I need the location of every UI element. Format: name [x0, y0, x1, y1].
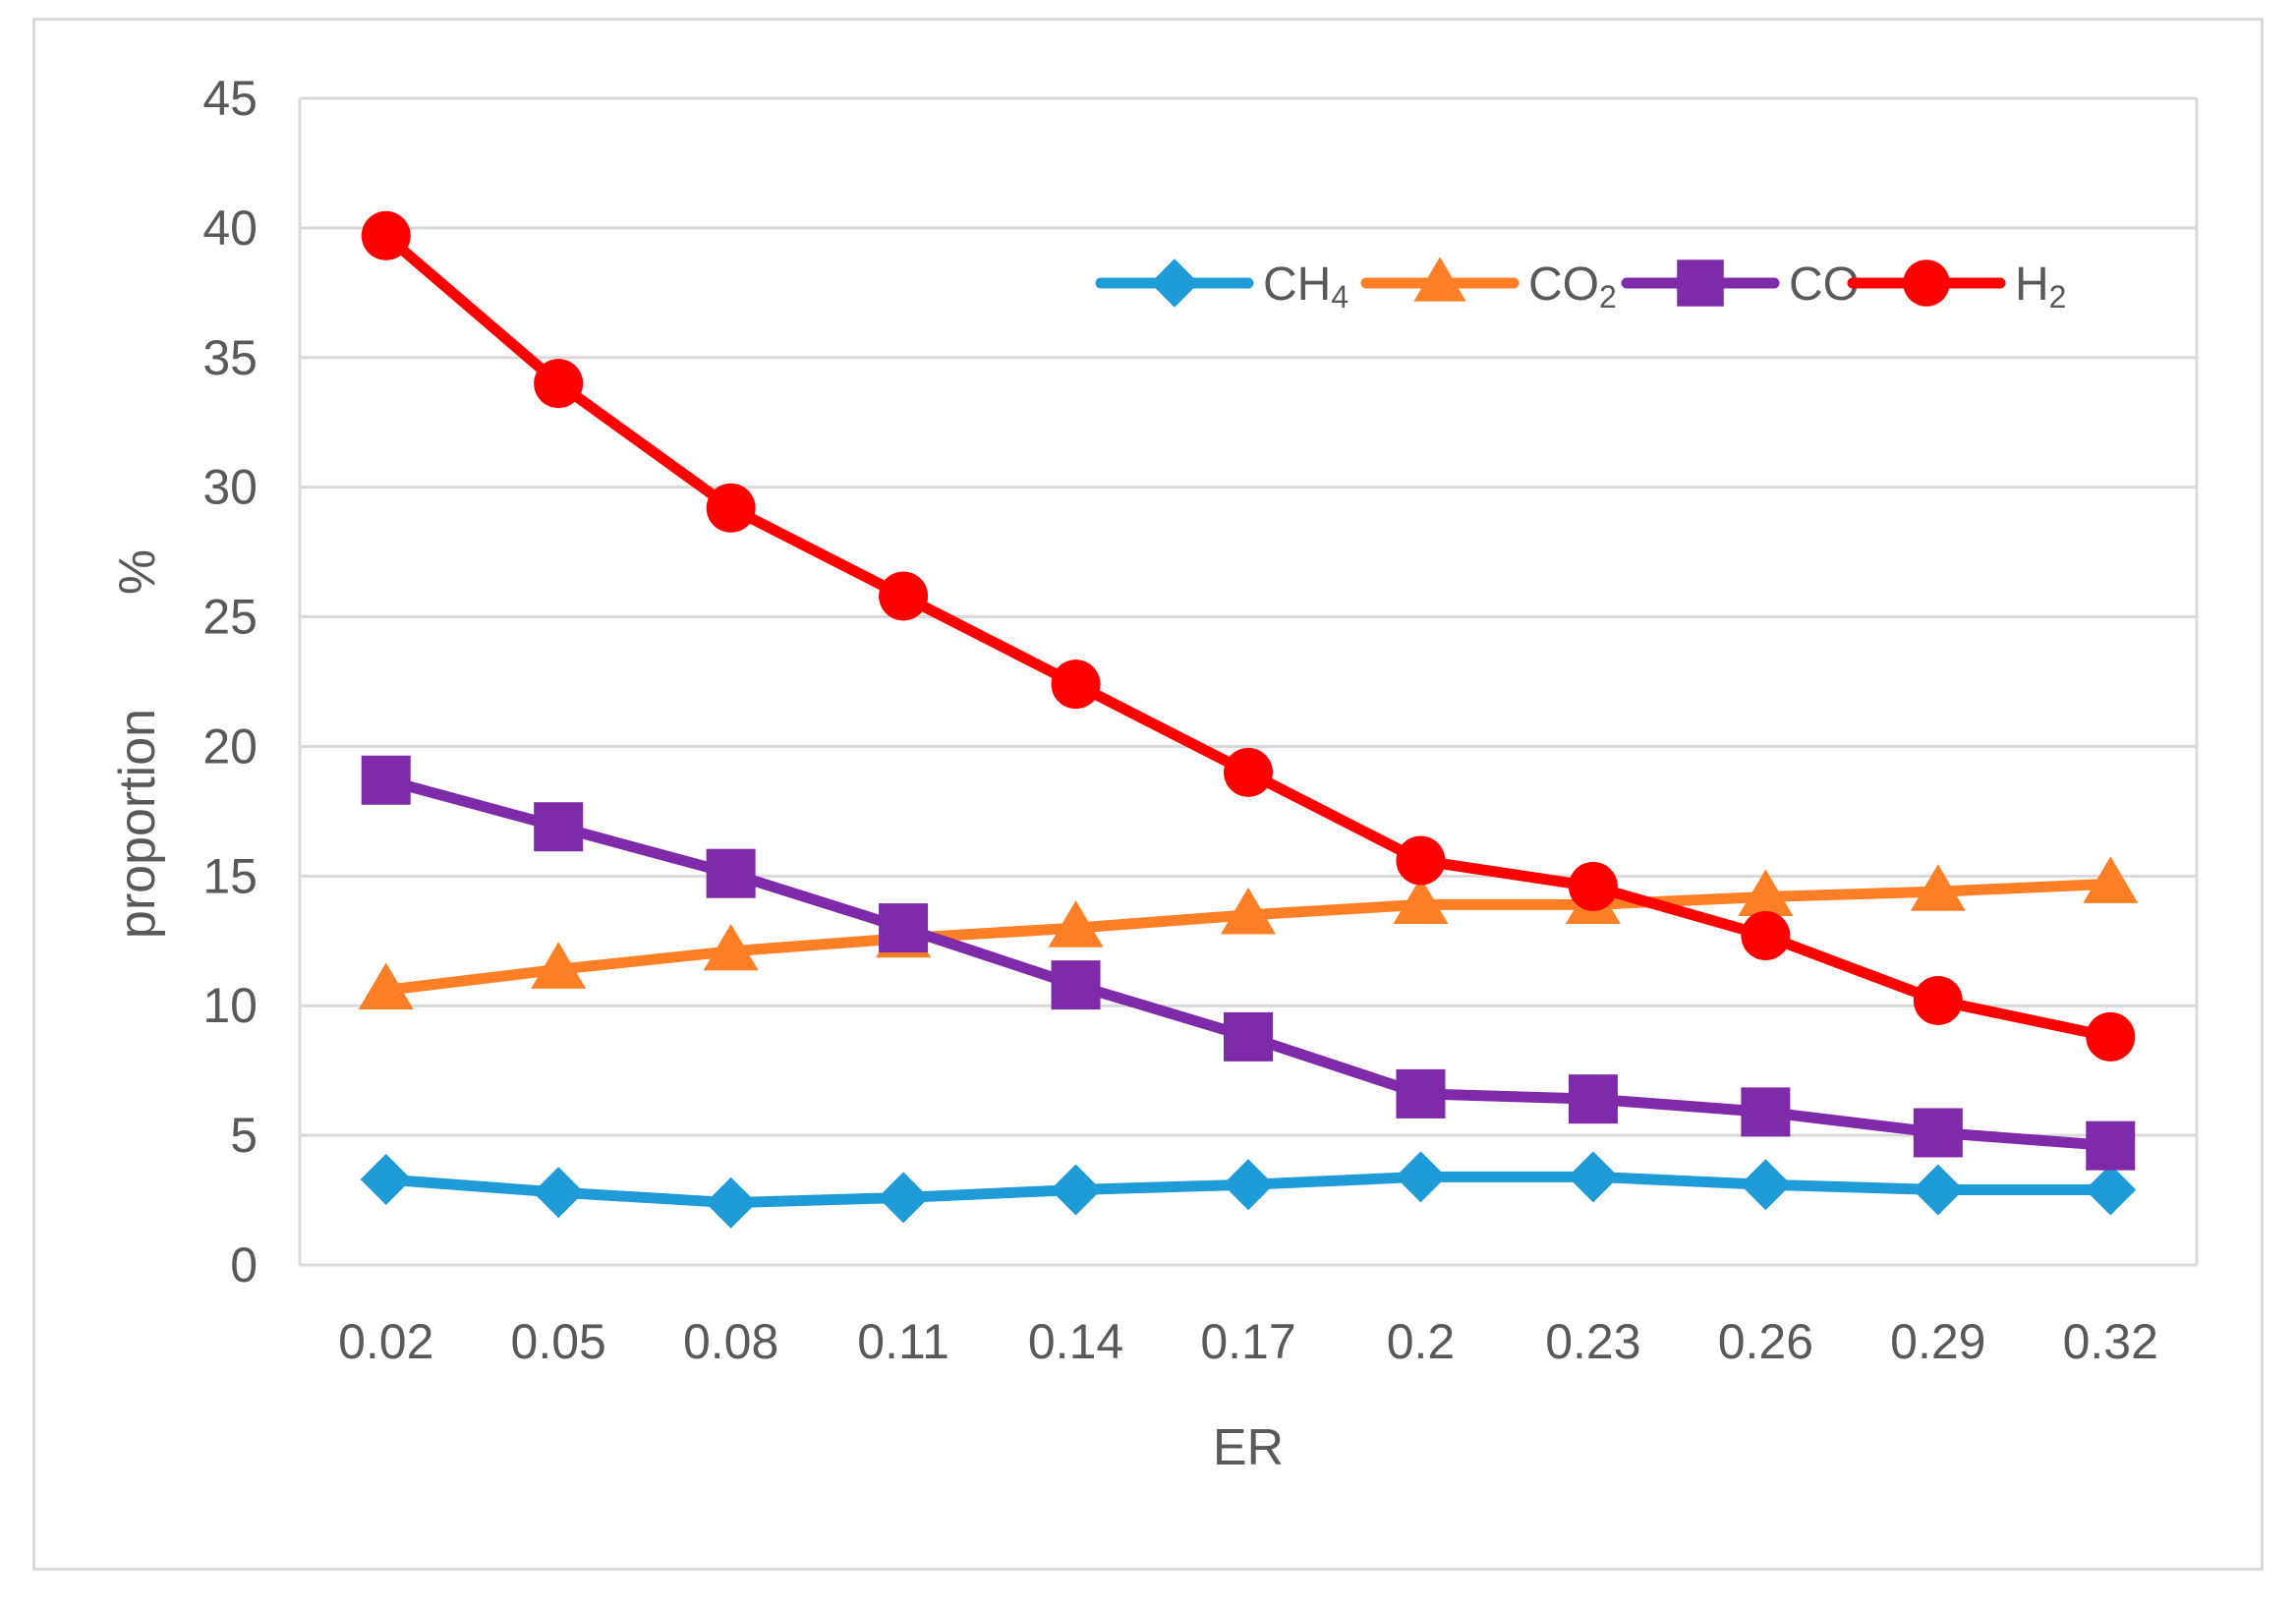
legend-item-h2: H2 [1847, 258, 2066, 315]
y-tick-label: 15 [202, 848, 258, 903]
data-point-co2 [1393, 877, 1449, 924]
x-tick-label: 0.32 [2063, 1314, 2158, 1369]
data-point-co [1396, 1068, 1446, 1119]
series-h2 [361, 210, 2136, 1062]
legend-item-ch4: CH4 [1095, 258, 1349, 315]
x-tick-label: 0.08 [683, 1314, 778, 1369]
data-point-co [706, 848, 756, 898]
data-point-co [1568, 1074, 1618, 1124]
y-tick-label: 10 [202, 978, 258, 1033]
data-point-ch4 [1395, 1151, 1447, 1203]
x-tick-label: 0.11 [857, 1314, 949, 1369]
data-point-h2 [1224, 747, 1273, 797]
data-point-h2 [1568, 861, 1618, 911]
series-co [361, 755, 2136, 1171]
legend-marker [1903, 259, 1950, 307]
data-point-h2 [879, 571, 929, 621]
x-axis-title: ER [1213, 1419, 1284, 1476]
data-point-ch4 [878, 1172, 930, 1224]
y-tick-label: 40 [202, 201, 258, 256]
data-point-co [879, 903, 929, 953]
data-point-ch4 [1912, 1164, 1964, 1216]
series-group [358, 210, 2139, 1229]
data-point-ch4 [533, 1167, 585, 1219]
x-tick-label: 0.26 [1718, 1314, 1813, 1369]
y-tick-label: 0 [230, 1237, 258, 1292]
data-point-ch4 [1740, 1159, 1792, 1211]
data-point-h2 [1741, 911, 1791, 961]
data-point-h2 [1051, 660, 1101, 710]
y-axis-unit: % [109, 549, 166, 595]
data-point-co2 [1738, 869, 1794, 917]
legend-marker [1677, 259, 1724, 307]
y-tick-label: 25 [202, 590, 258, 645]
data-point-co2 [1221, 887, 1276, 935]
x-tick-label: 0.14 [1028, 1314, 1123, 1369]
data-point-ch4 [360, 1153, 412, 1205]
data-point-co [2086, 1120, 2136, 1171]
data-point-ch4 [1050, 1164, 1102, 1216]
series-co2 [358, 856, 2139, 1009]
legend-item-co2: CO2 [1360, 257, 1617, 315]
legend-marker [1413, 257, 1466, 302]
legend-item-co: CO [1621, 258, 1860, 311]
legend-label: H2 [2015, 258, 2066, 315]
x-tick-label: 0.2 [1387, 1314, 1456, 1369]
data-point-h2 [361, 210, 411, 260]
y-tick-label: 35 [202, 330, 258, 385]
data-point-h2 [706, 483, 756, 533]
data-point-co [361, 755, 411, 805]
data-point-co2 [358, 962, 414, 1009]
legend: CH4 CO2 CO H2 [1095, 257, 2066, 315]
data-point-co [534, 802, 584, 852]
legend-label: CO2 [1528, 258, 1617, 315]
x-tick-label: 0.29 [1890, 1314, 1985, 1369]
x-tick-label: 0.17 [1200, 1314, 1295, 1369]
data-point-h2 [1913, 975, 1963, 1025]
series-ch4 [360, 1151, 2137, 1229]
y-axis-title: proportion [109, 709, 166, 939]
x-tick-label: 0.23 [1545, 1314, 1640, 1369]
x-tick-label: 0.02 [338, 1314, 433, 1369]
data-point-co2 [1910, 864, 1966, 911]
data-point-ch4 [2085, 1164, 2137, 1216]
axes: 0 5 10 15 20 25 30 35 40 45 0.02 0.05 0.08 0.11 0.14 0.… [202, 71, 2158, 1369]
data-point-co2 [531, 942, 587, 989]
data-point-ch4 [705, 1177, 757, 1229]
data-point-co [1224, 1011, 1273, 1062]
legend-marker [1150, 258, 1199, 308]
legend-label: CH4 [1263, 258, 1349, 315]
gridlines [298, 96, 2199, 1267]
y-tick-label: 30 [202, 460, 258, 515]
data-point-h2 [1396, 835, 1446, 886]
y-tick-label: 5 [230, 1108, 258, 1163]
data-point-co2 [2083, 856, 2139, 903]
y-tick-label: 45 [202, 71, 258, 126]
data-point-co2 [703, 923, 759, 971]
y-tick-label: 20 [202, 718, 258, 774]
data-point-co2 [1048, 900, 1104, 948]
data-point-co [1051, 960, 1101, 1010]
data-point-co [1741, 1087, 1791, 1137]
data-point-h2 [2086, 1011, 2136, 1062]
data-point-co [1913, 1108, 1963, 1158]
data-point-h2 [534, 359, 584, 409]
data-point-ch4 [1223, 1159, 1274, 1211]
data-point-ch4 [1567, 1151, 1619, 1203]
x-tick-label: 0.05 [511, 1314, 606, 1369]
